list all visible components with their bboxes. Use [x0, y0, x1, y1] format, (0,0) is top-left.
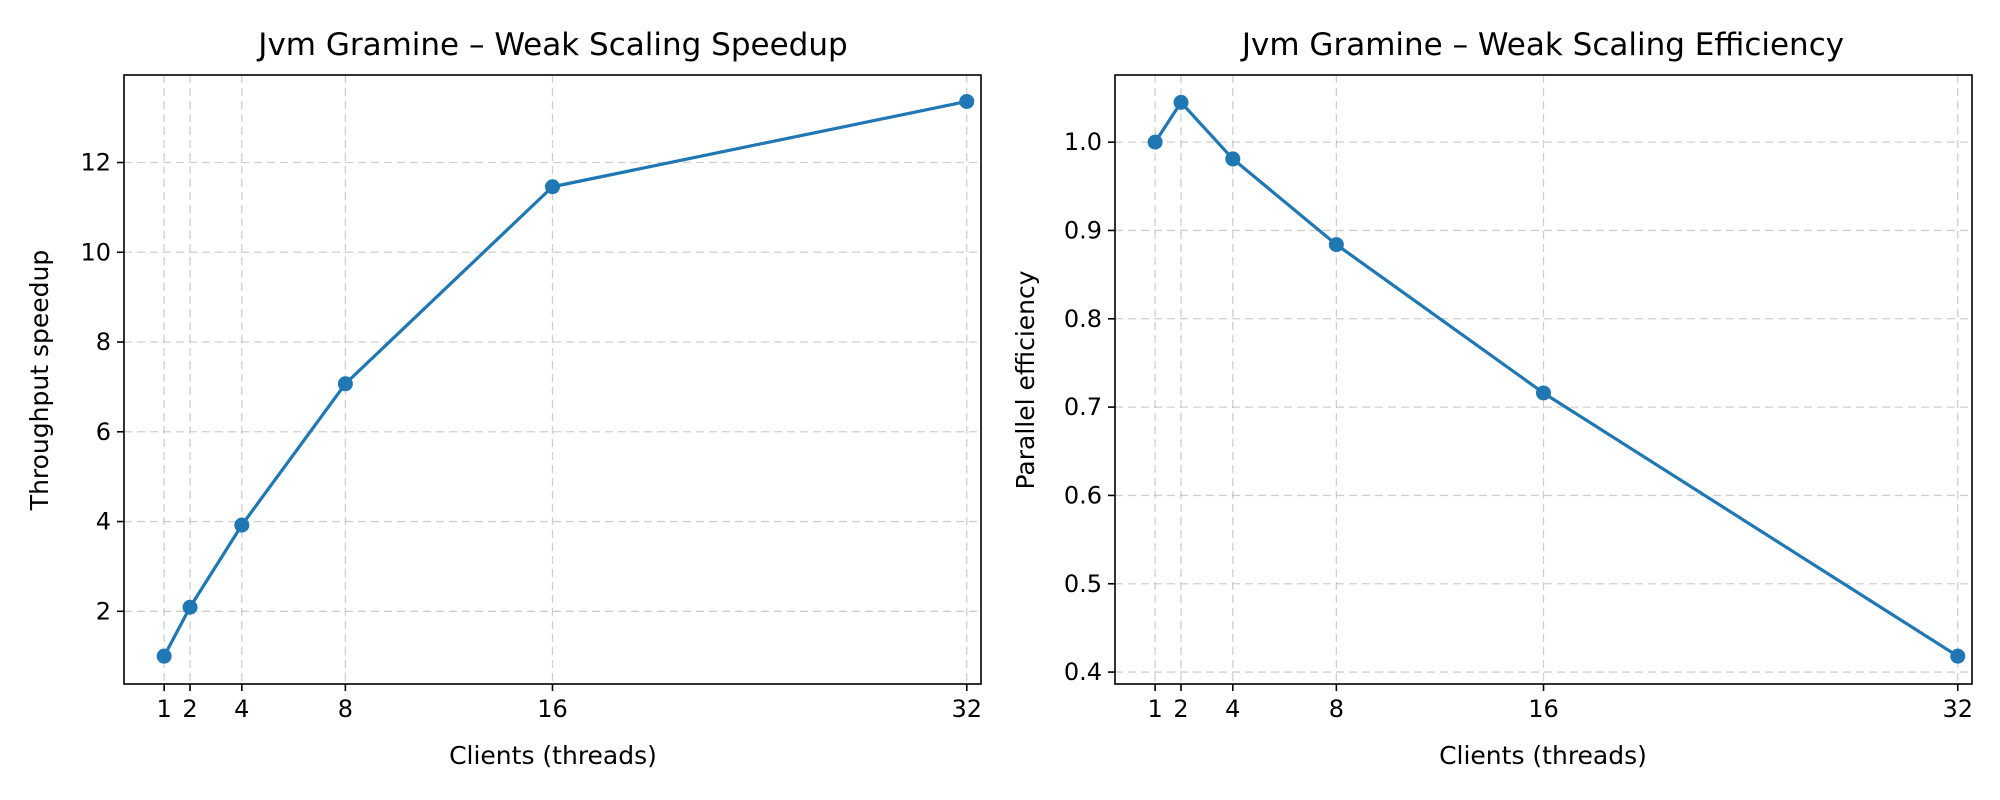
speedup-series-line [162, 99, 969, 658]
speedup-data-point [234, 517, 250, 533]
efficiency-chart-title: Jvm Gramine – Weak Scaling Efficiency [1240, 27, 1844, 63]
efficiency-data-point [1328, 237, 1344, 253]
speedup-data-point [337, 376, 353, 392]
speedup-y-tick-label: 12 [80, 149, 111, 177]
speedup-x-tick-label: 8 [338, 695, 353, 723]
speedup-data-point [959, 93, 975, 109]
efficiency-grid [1115, 75, 1972, 684]
speedup-x-axis-label: Clients (threads) [449, 741, 657, 770]
speedup-data-point [545, 179, 560, 195]
efficiency-data-point [1536, 385, 1551, 401]
efficiency-y-axis-label: Parallel efficiency [1011, 270, 1040, 489]
speedup-x-tick-label: 1 [156, 695, 171, 723]
efficiency-x-tick-label: 2 [1173, 695, 1188, 723]
speedup-x-tick-label: 2 [182, 695, 197, 723]
efficiency-data-point [1173, 94, 1189, 110]
speedup-y-tick-label: 10 [80, 238, 111, 266]
efficiency-x-tick-label: 8 [1329, 695, 1344, 723]
speedup-data-point [156, 648, 172, 664]
speedup-chart-title: Jvm Gramine – Weak Scaling Speedup [256, 27, 847, 63]
speedup-x-tick-label: 16 [537, 695, 568, 723]
efficiency-y-tick-label: 0.5 [1064, 570, 1102, 598]
speedup-x-tick-label: 4 [234, 695, 249, 723]
efficiency-data-point [1225, 151, 1241, 167]
efficiency-x-tick-label: 1 [1147, 695, 1162, 723]
speedup-y-tick-label: 6 [96, 418, 111, 446]
speedup-y-tick-label: 2 [96, 597, 111, 625]
efficiency-x-tick-label: 4 [1225, 695, 1240, 723]
speedup-y-tick-label: 8 [96, 328, 111, 356]
speedup-x-tick-label: 32 [951, 695, 982, 723]
speedup-y-tick-label: 4 [96, 508, 111, 536]
efficiency-y-tick-label: 0.8 [1064, 305, 1102, 333]
efficiency-x-tick-label: 32 [1942, 695, 1973, 723]
efficiency-y-tick-label: 0.6 [1064, 481, 1102, 509]
speedup-data-point [182, 599, 198, 615]
efficiency-y-tick-label: 0.4 [1064, 658, 1102, 686]
speedup-series [156, 93, 975, 664]
speedup-y-axis-label: Throughput speedup [25, 250, 54, 511]
efficiency-data-point [1950, 648, 1966, 664]
efficiency-series-line [1153, 100, 1960, 658]
efficiency-y-tick-label: 0.9 [1064, 216, 1102, 244]
efficiency-y-tick-label: 1.0 [1064, 128, 1102, 156]
efficiency-y-tick-label: 0.7 [1064, 393, 1102, 421]
efficiency-data-point [1147, 134, 1163, 150]
efficiency-ticks: 1 2 4 8 16 32 0.4 0.5 0.6 0.7 0.8 0.9 1.0 [1064, 128, 1973, 723]
efficiency-x-tick-label: 16 [1528, 695, 1559, 723]
efficiency-x-axis-label: Clients (threads) [1439, 741, 1647, 770]
efficiency-series [1147, 94, 1966, 664]
